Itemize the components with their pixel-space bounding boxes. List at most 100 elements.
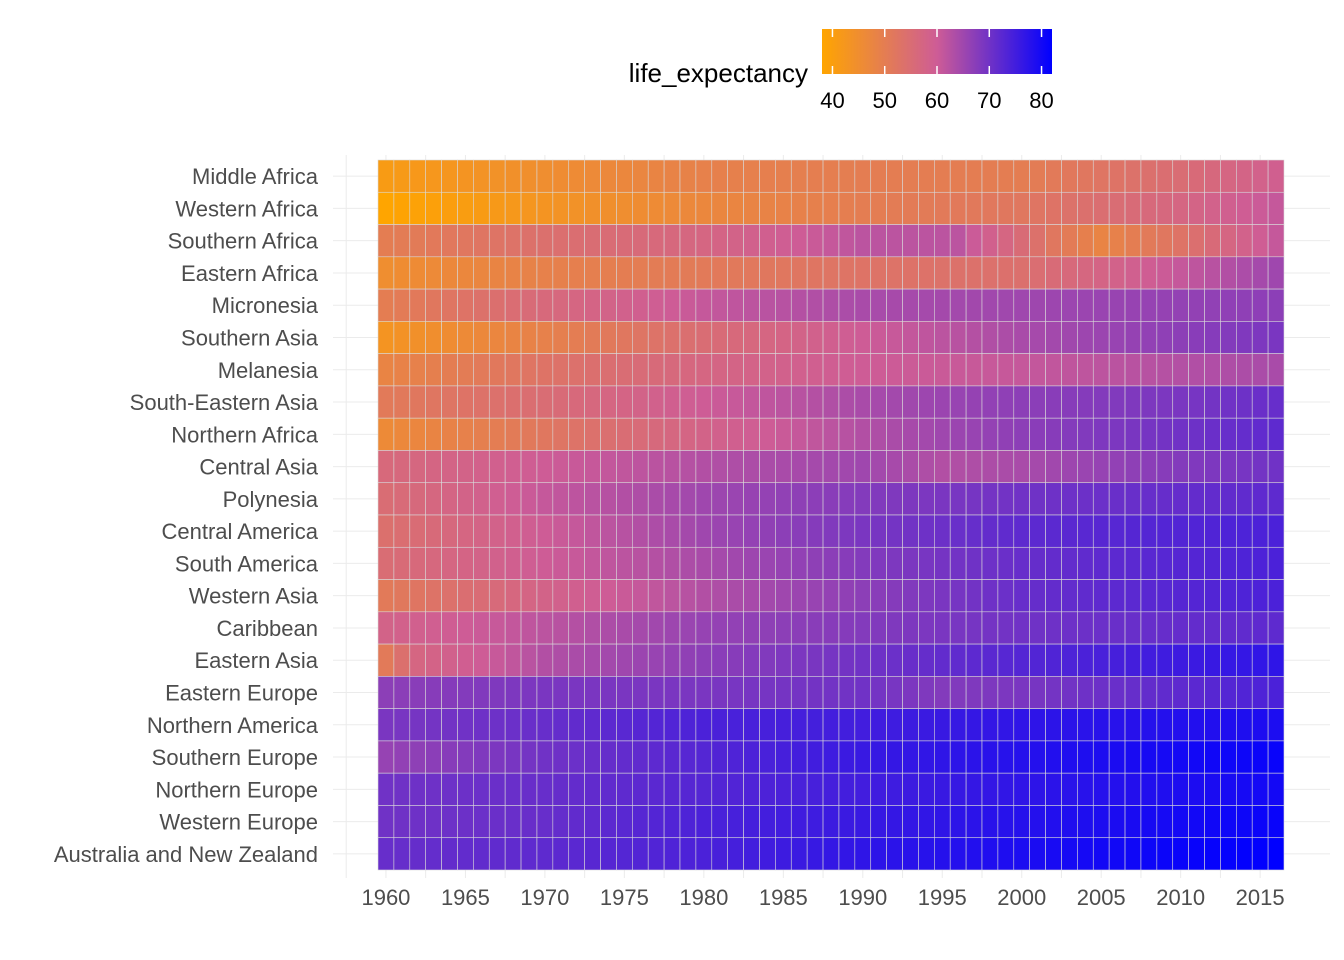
heatmap-cell [965,256,983,290]
heatmap-cell [679,450,697,484]
heatmap-cell [695,191,713,225]
heatmap-cell [393,643,411,677]
heatmap-cell [1108,772,1126,806]
heatmap-cell [1124,159,1142,193]
heatmap-cell [584,482,601,516]
heatmap-cell [1108,224,1126,258]
heatmap-cell [425,288,442,322]
heatmap-cell [1108,159,1126,193]
heatmap-cell [743,708,760,742]
heatmap-cell [918,321,935,354]
heatmap-cell [1124,708,1142,742]
heatmap-cell [393,159,411,193]
heatmap-cell [886,450,903,484]
heatmap-cell [727,772,744,806]
y-tick-label: South-Eastern Asia [130,390,319,415]
heatmap-cell [981,482,999,516]
heatmap-cell [1251,708,1269,742]
heatmap-cell [568,256,585,290]
heatmap-cell [838,579,856,613]
heatmap-cell [934,708,951,742]
heatmap-cell [1092,837,1110,871]
heatmap-cell [552,740,570,774]
heatmap-cell [568,321,585,354]
heatmap-cell [1188,611,1205,645]
heatmap-cell [949,417,967,451]
heatmap-cell [1220,385,1237,419]
heatmap-cell [1156,385,1174,419]
heatmap-cell [1029,159,1046,193]
heatmap-cell [822,772,840,806]
heatmap-cell [504,546,522,580]
heatmap-cell [1267,676,1285,709]
heatmap-cell [806,353,824,387]
heatmap-cell [870,159,887,193]
heatmap-cell [1013,579,1030,613]
heatmap-cell [997,159,1015,193]
heatmap-cell [663,450,681,484]
heatmap-cell [520,676,538,709]
heatmap-cell [647,191,665,225]
heatmap-cell [1172,772,1189,806]
heatmap-cell [425,643,442,677]
heatmap-cell [1172,321,1189,354]
heatmap-cell [425,256,442,290]
heatmap-cell [743,256,760,290]
heatmap-cell [1172,385,1189,419]
heatmap-cell [552,288,570,322]
heatmap-cell [616,385,633,419]
heatmap-cell [1013,353,1030,387]
heatmap-cell [934,805,951,839]
heatmap-cell [1124,740,1142,774]
heatmap-cell [441,643,458,677]
heatmap-cell [1188,676,1205,709]
heatmap-cell [918,482,935,516]
heatmap-cell [377,191,395,225]
heatmap-cell [647,482,665,516]
heatmap-cell [695,740,713,774]
heatmap-cell [1029,385,1046,419]
heatmap-cell [504,772,522,806]
heatmap-cell [1013,514,1030,548]
heatmap-cell [1156,805,1174,839]
heatmap-cell [552,450,570,484]
heatmap-cell [600,256,617,290]
heatmap-cell [997,191,1015,225]
heatmap-cell [616,353,633,387]
heatmap-cell [870,288,887,322]
heatmap-cell [838,676,856,709]
heatmap-cell [838,450,856,484]
heatmap-cell [949,514,967,548]
heatmap-cell [425,159,442,193]
heatmap-cell [536,772,554,806]
heatmap-cell [1188,772,1205,806]
heatmap-cell [934,546,951,580]
heatmap-cell [1124,837,1142,871]
heatmap-cell [600,708,617,742]
heatmap-cell [790,805,808,839]
heatmap-cell [584,224,601,258]
y-tick-label: Northern America [147,713,319,738]
heatmap-cell [1267,837,1285,871]
heatmap-cell [727,579,744,613]
heatmap-cell [409,546,426,580]
heatmap-cell [743,385,760,419]
heatmap-cell [663,579,681,613]
heatmap-cell [536,643,554,677]
heatmap-cell [1188,546,1205,580]
heatmap-cell [743,546,760,580]
heatmap-cell [981,708,999,742]
heatmap-cell [965,159,983,193]
heatmap-cell [1188,321,1205,354]
heatmap-cell [854,772,872,806]
heatmap-cell [1108,708,1126,742]
heatmap-cell [1092,417,1110,451]
heatmap-cell [934,579,951,613]
heatmap-cell [806,772,824,806]
heatmap-cell [1140,482,1158,516]
heatmap-cell [743,514,760,548]
heatmap-cell [1029,224,1046,258]
heatmap-cell [965,321,983,354]
heatmap-cell [870,385,887,419]
heatmap-cell [695,708,713,742]
